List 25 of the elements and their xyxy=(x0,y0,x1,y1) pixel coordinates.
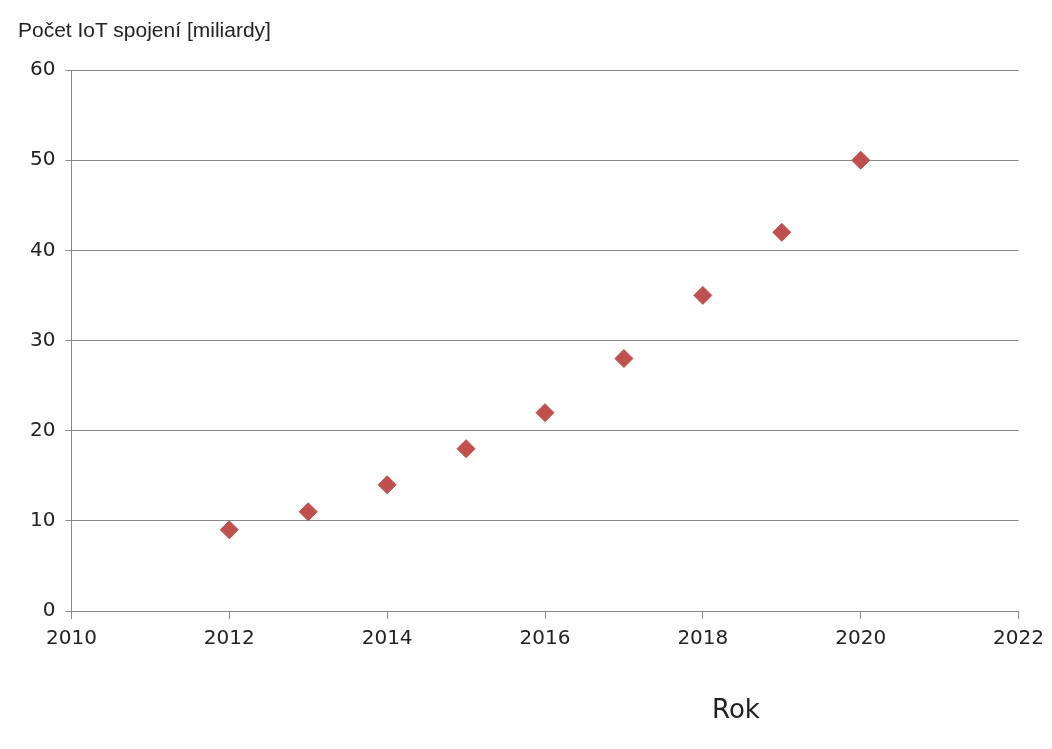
y-tick-label: 30 xyxy=(30,326,56,351)
point xyxy=(772,222,792,242)
y-tick-label: 20 xyxy=(30,416,56,441)
x-tick-label: 2010 xyxy=(46,625,97,650)
point xyxy=(219,520,239,540)
y-axis-title: Počet IoT spojení [miliardy] xyxy=(18,18,271,42)
point xyxy=(298,502,318,522)
point xyxy=(614,349,634,369)
point xyxy=(377,475,397,495)
y-tick-label: 10 xyxy=(30,507,56,532)
point xyxy=(693,285,713,305)
x-tick-label: 2016 xyxy=(519,625,571,650)
point xyxy=(851,150,871,170)
x-axis-title: Rok xyxy=(712,694,760,724)
x-tick-label: 2012 xyxy=(203,625,255,650)
x-tick-label: 2014 xyxy=(361,625,413,650)
point xyxy=(535,403,555,423)
y-tick-label: 50 xyxy=(30,146,56,171)
y-tick-label: 60 xyxy=(30,56,56,81)
x-tick-label: 2020 xyxy=(835,625,887,650)
x-tick-label: 2022 xyxy=(993,625,1044,650)
y-tick-label: 40 xyxy=(30,236,56,261)
x-tick-label: 2018 xyxy=(677,625,729,650)
point xyxy=(456,439,476,459)
y-tick-label: 0 xyxy=(42,597,56,622)
